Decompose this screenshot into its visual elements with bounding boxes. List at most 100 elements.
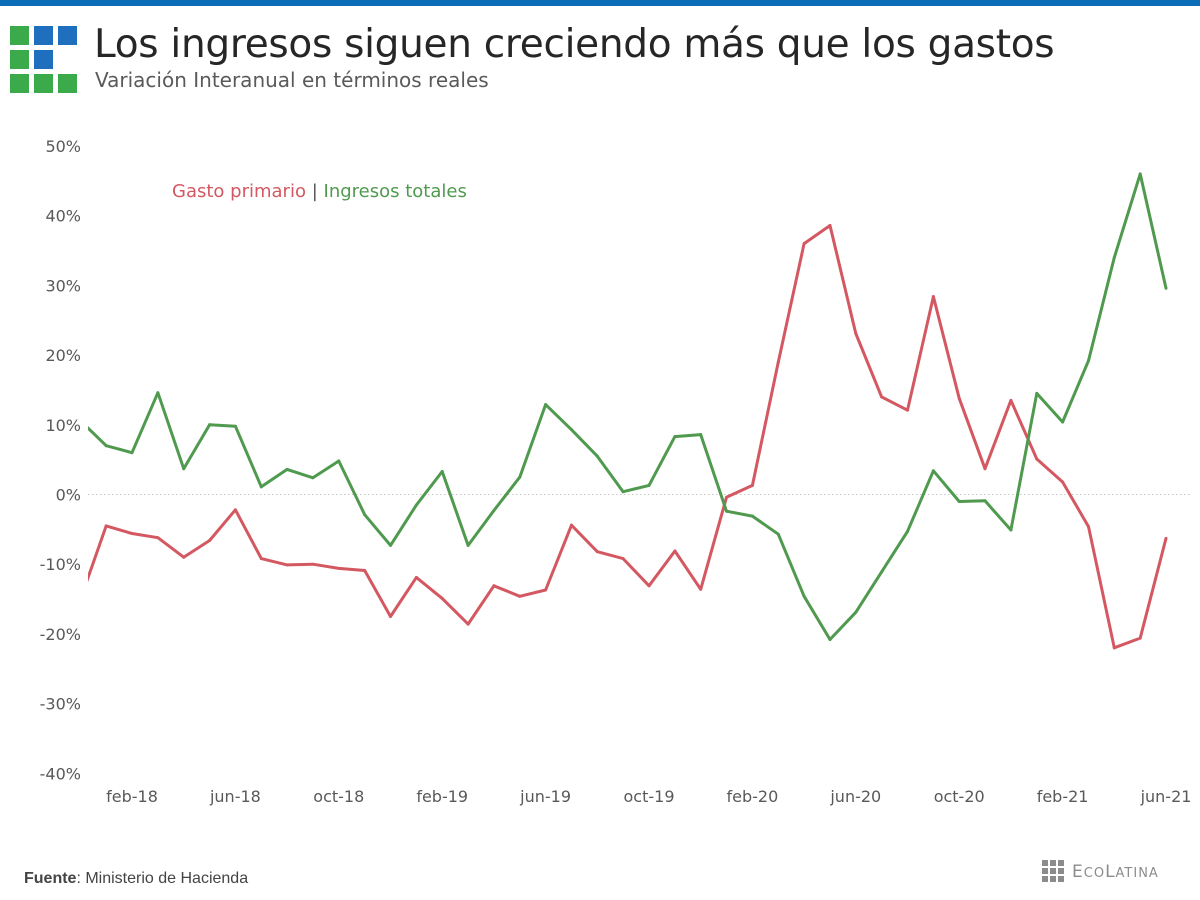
x-tick-label: oct-20 — [934, 787, 985, 806]
data-point-gasto-primario — [130, 532, 134, 536]
data-point-gasto-primario — [569, 523, 573, 527]
x-tick-label: feb-18 — [106, 787, 158, 806]
data-point-ingresos-totales — [337, 459, 341, 463]
data-point-gasto-primario — [208, 539, 212, 543]
data-point-ingresos-totales — [828, 637, 832, 641]
data-point-ingresos-totales — [492, 509, 496, 513]
series-group — [79, 172, 1168, 650]
data-point-gasto-primario — [1138, 636, 1142, 640]
data-point-ingresos-totales — [750, 514, 754, 518]
data-point-gasto-primario — [1112, 646, 1116, 650]
logo-square — [34, 26, 53, 45]
data-point-gasto-primario — [1164, 536, 1168, 540]
data-point-ingresos-totales — [414, 503, 418, 507]
data-point-gasto-primario — [363, 568, 367, 572]
brand-name-part: CO — [1083, 866, 1106, 881]
data-point-ingresos-totales — [1035, 391, 1039, 395]
data-point-ingresos-totales — [673, 435, 677, 439]
logo-square — [10, 74, 29, 93]
data-point-gasto-primario — [440, 596, 444, 600]
data-point-ingresos-totales — [880, 570, 884, 574]
data-point-gasto-primario — [673, 549, 677, 553]
x-axis: feb-18 jun-18 oct-18 feb-19 jun-19 oct-19 feb-… — [106, 787, 1191, 806]
data-point-ingresos-totales — [647, 483, 651, 487]
ecolatina-logo-icon — [10, 26, 78, 94]
brand-name-part: E — [1072, 862, 1084, 882]
data-point-gasto-primario — [544, 588, 548, 592]
data-point-gasto-primario — [259, 557, 263, 561]
legend: Gasto primario | Ingresos totales — [172, 181, 467, 202]
data-point-gasto-primario — [983, 467, 987, 471]
data-point-gasto-primario — [854, 331, 858, 335]
data-point-gasto-primario — [802, 242, 806, 246]
data-point-gasto-primario — [699, 587, 703, 591]
logo-square — [58, 26, 77, 45]
data-point-gasto-primario — [79, 598, 82, 601]
data-point-gasto-primario — [233, 508, 237, 512]
data-point-ingresos-totales — [906, 529, 909, 533]
brand-square — [1058, 876, 1064, 882]
brand-name: ECOLATINA — [1072, 862, 1159, 882]
data-point-ingresos-totales — [104, 444, 108, 448]
data-point-gasto-primario — [595, 550, 599, 554]
legend-ingresos-totales: Ingresos totales — [323, 181, 467, 202]
chart-subtitle: Variación Interanual en términos reales — [95, 68, 489, 92]
data-point-ingresos-totales — [595, 454, 599, 458]
data-point-ingresos-totales — [1138, 172, 1142, 176]
brand-square — [1050, 876, 1056, 882]
data-point-ingresos-totales — [259, 485, 263, 489]
data-point-ingresos-totales — [156, 391, 160, 395]
x-tick-label: jun-21 — [1140, 787, 1192, 806]
brand-square — [1042, 860, 1048, 866]
data-point-ingresos-totales — [389, 543, 392, 547]
logo-square — [10, 50, 29, 69]
legend-separator: | — [311, 181, 318, 202]
x-tick-label: oct-18 — [313, 787, 364, 806]
y-tick-label: 10% — [45, 416, 81, 435]
data-point-gasto-primario — [1035, 457, 1039, 461]
legend-gasto-primario: Gasto primario — [172, 181, 306, 202]
data-point-ingresos-totales — [363, 513, 367, 517]
data-point-gasto-primario — [880, 395, 884, 399]
data-point-ingresos-totales — [182, 467, 186, 471]
data-point-ingresos-totales — [725, 509, 729, 513]
source-text: : Ministerio de Hacienda — [76, 870, 249, 887]
data-point-gasto-primario — [492, 584, 496, 588]
data-point-ingresos-totales — [1009, 528, 1013, 532]
data-point-ingresos-totales — [931, 469, 935, 473]
brand-square — [1058, 868, 1064, 874]
logo-square — [10, 26, 29, 45]
data-point-gasto-primario — [389, 614, 392, 618]
data-point-gasto-primario — [518, 594, 522, 598]
series-line-gasto-primario — [88, 224, 1168, 650]
chart-title: Los ingresos siguen creciendo más que lo… — [94, 22, 1055, 67]
data-point-gasto-primario — [1086, 525, 1090, 529]
data-point-ingresos-totales — [285, 467, 289, 471]
data-point-ingresos-totales — [208, 423, 212, 427]
x-tick-label: jun-19 — [519, 787, 571, 806]
data-point-ingresos-totales — [1112, 256, 1116, 260]
data-point-ingresos-totales — [466, 543, 470, 547]
data-point-gasto-primario — [931, 295, 935, 299]
data-point-gasto-primario — [776, 360, 780, 364]
source-note: Fuente: Ministerio de Hacienda — [24, 870, 248, 888]
brand-square — [1042, 876, 1048, 882]
data-point-gasto-primario — [414, 575, 418, 579]
logo-square — [58, 74, 77, 93]
data-point-gasto-primario — [957, 396, 961, 400]
data-point-ingresos-totales — [1061, 420, 1065, 424]
data-point-gasto-primario — [906, 408, 909, 412]
brand-square — [1042, 868, 1048, 874]
top-accent-bar — [0, 0, 1200, 6]
data-point-ingresos-totales — [957, 499, 961, 503]
y-tick-label: -10% — [40, 555, 81, 574]
x-tick-label: feb-20 — [727, 787, 779, 806]
data-point-ingresos-totales — [621, 490, 625, 494]
data-point-ingresos-totales — [569, 428, 573, 432]
data-point-gasto-primario — [1009, 398, 1013, 402]
series-line-ingresos-totales — [88, 172, 1168, 641]
x-tick-label: feb-21 — [1037, 787, 1089, 806]
y-tick-label: -30% — [40, 695, 81, 714]
data-point-gasto-primario — [182, 555, 186, 559]
